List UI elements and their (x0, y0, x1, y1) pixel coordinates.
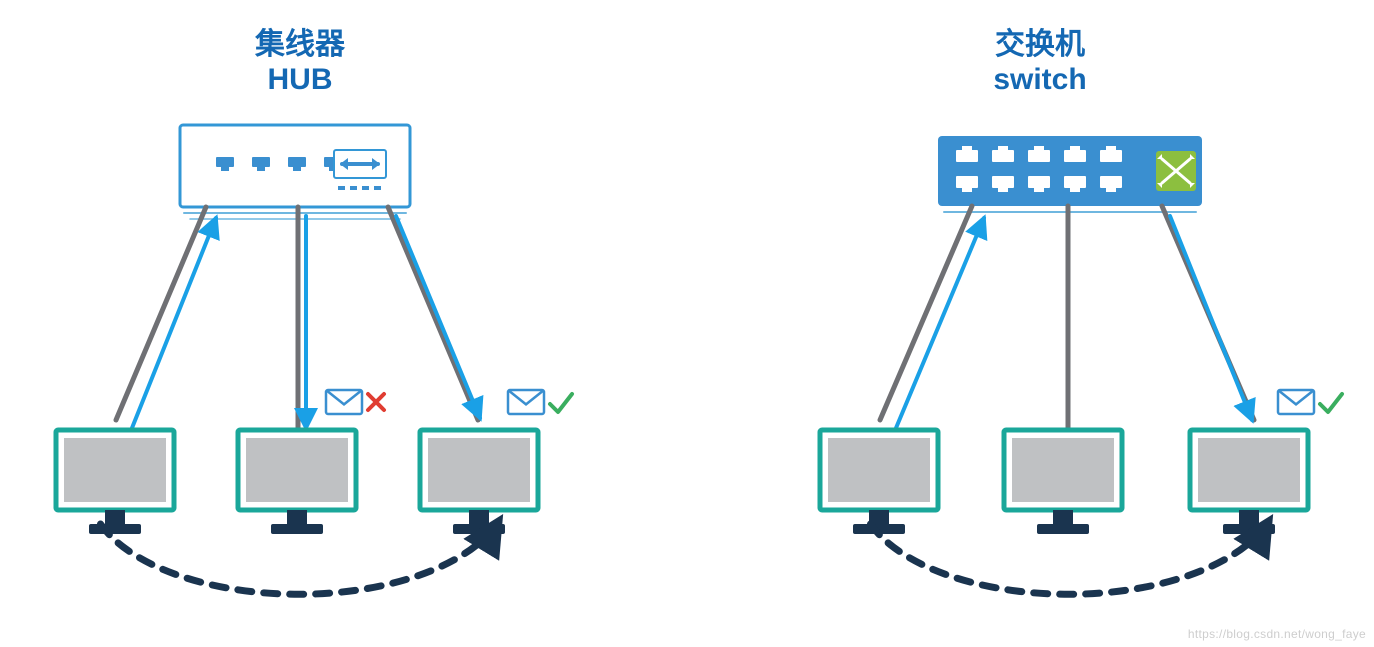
diagram-root: 集线器 HUB 交换机 switch https://blog.csdn.net… (0, 0, 1374, 647)
watermark: https://blog.csdn.net/wong_faye (1188, 627, 1366, 641)
diagram-svg (0, 0, 1374, 647)
